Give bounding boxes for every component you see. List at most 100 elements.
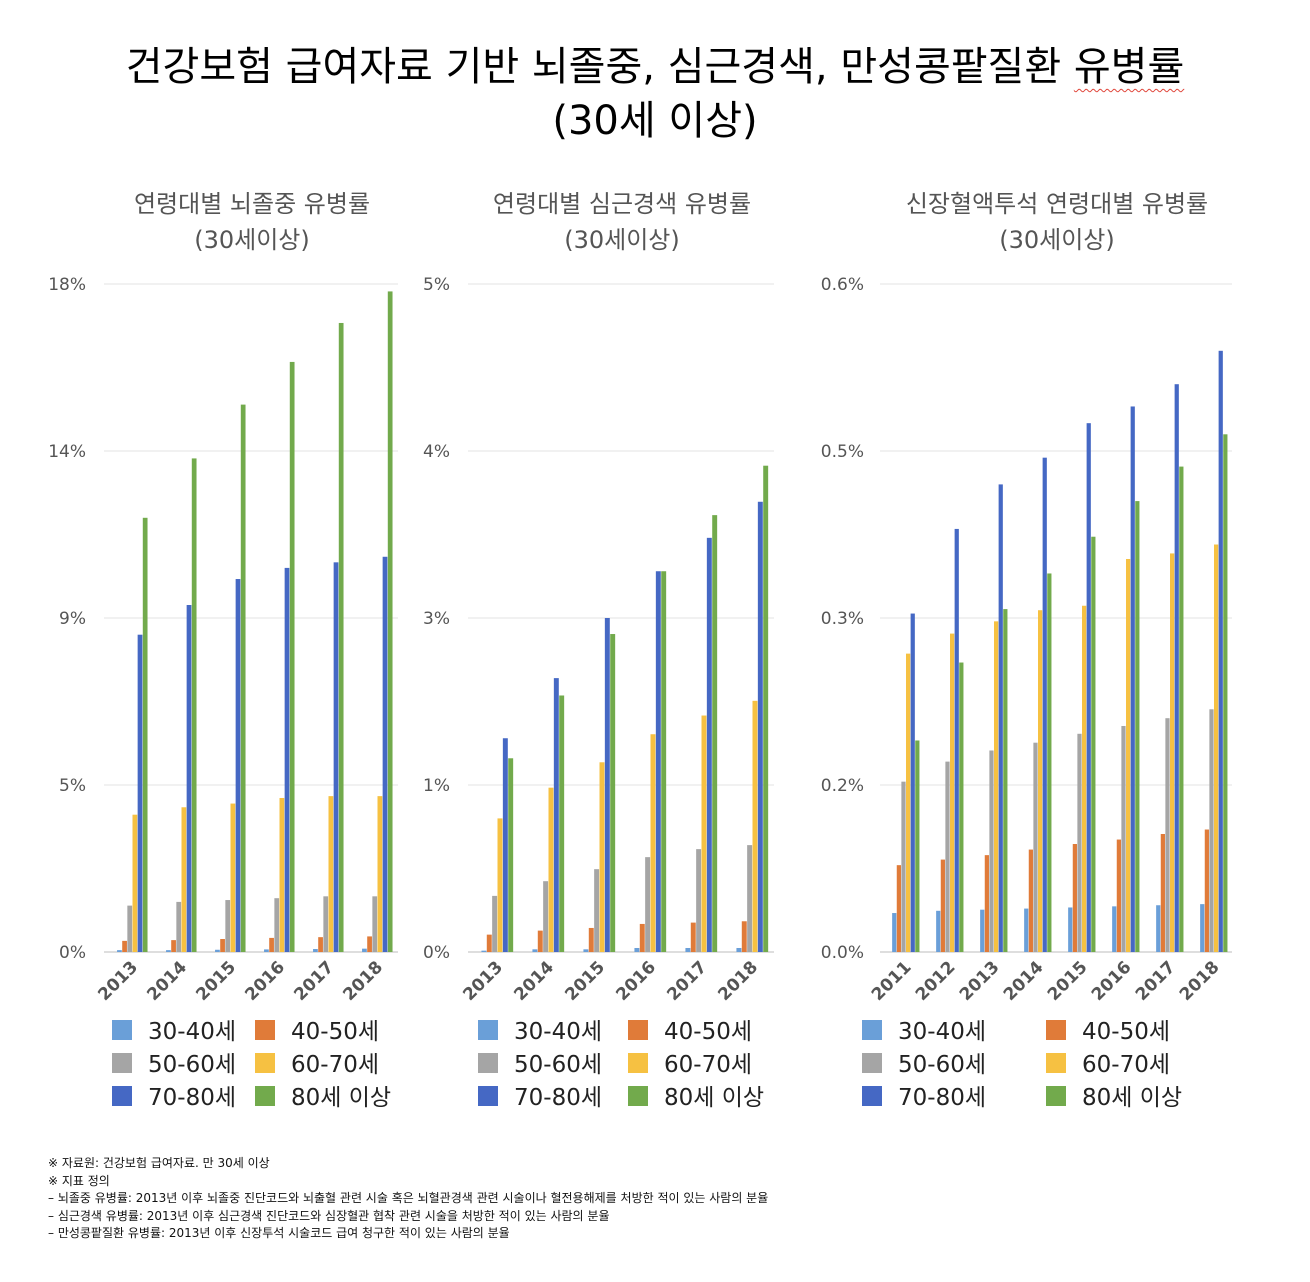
chart-2-title-line-1: 연령대별 심근경색 유병률 (493, 190, 751, 218)
chart-3-bar (896, 865, 901, 952)
chart-3-bar (950, 633, 955, 952)
chart-2-bar (706, 537, 712, 952)
chart-3-bar (1116, 839, 1121, 952)
chart-2-bar (508, 758, 514, 952)
chart-1-bar (279, 797, 285, 952)
chart-3-bar (910, 613, 915, 952)
chart-3-title-line-1: 신장혈액투석 연령대별 유병률 (906, 190, 1208, 218)
chart-1-x-tick-label: 2015 (192, 957, 240, 1005)
chart-2-legend-swatch (478, 1020, 498, 1040)
chart-2-bar (583, 949, 589, 952)
chart-2-y-tick-label: 3% (423, 609, 450, 629)
chart-3-bar (1218, 350, 1223, 952)
chart-1-bar (191, 458, 197, 952)
chart-1-bar (338, 322, 344, 953)
chart-1-title-line-2: (30세이상) (194, 226, 310, 254)
chart-1-legend-swatch (112, 1086, 132, 1106)
chart-2-bar (497, 818, 503, 952)
chart-3-bar (1086, 423, 1091, 952)
chart-3-legend-label: 80세 이상 (1082, 1085, 1182, 1111)
chart-2-legend-label: 60-70세 (664, 1052, 752, 1078)
chart-2-legend-label: 50-60세 (514, 1052, 602, 1078)
chart-3-bar (1068, 907, 1073, 952)
chart-2-x-tick-label: 2017 (663, 957, 711, 1005)
main-title-text: 건강보험 급여자료 기반 뇌졸중, 심근경색, 만성콩팥질환 (125, 44, 1074, 90)
chart-1-bar (137, 634, 143, 952)
chart-3-legend-swatch (862, 1053, 882, 1073)
chart-2-bar (701, 715, 707, 952)
chart-1-bar (264, 949, 269, 952)
chart-3-legend-swatch (1046, 1086, 1066, 1106)
chart-3-bar (1072, 844, 1077, 952)
chart-3-bar (936, 910, 941, 952)
chart-3-y-tick-label: 0.3% (821, 609, 864, 629)
chart-3-y-tick-label: 0.2% (821, 776, 864, 796)
chart-1-bar (328, 796, 334, 952)
chart-1-bar (313, 949, 318, 952)
chart-3-bar (1223, 434, 1228, 952)
chart-1-x-tick-label: 2014 (143, 957, 191, 1005)
chart-3-bar (1126, 558, 1131, 952)
chart-3-legend-swatch (862, 1020, 882, 1040)
note-line-mi: – 심근경색 유병률: 2013년 이후 심근경색 진단코드와 심장혈관 협착 … (48, 1208, 610, 1223)
chart-1-bar (387, 291, 393, 952)
chart-1-bar (142, 517, 148, 952)
chart-3-x-tick-label: 2014 (1000, 957, 1048, 1005)
chart-2-bar (655, 571, 661, 952)
chart-2-y-tick-label: 4% (423, 442, 450, 462)
chart-3-legend-label: 60-70세 (1082, 1052, 1170, 1078)
chart-1-legend-label: 80세 이상 (291, 1085, 391, 1111)
chart-1-legend-label: 40-50세 (291, 1019, 379, 1045)
chart-2-legend-swatch (628, 1020, 648, 1040)
chart-2-bar (650, 734, 656, 952)
chart-2-legend-label: 70-80세 (514, 1085, 602, 1111)
chart-1-y-tick-label: 14% (48, 442, 86, 462)
chart-2-bar (481, 950, 487, 952)
chart-2-bar (696, 849, 702, 952)
chart-2-legend-label: 30-40세 (514, 1019, 602, 1045)
chart-1-bar (127, 905, 133, 952)
chart-3-legend-label: 40-50세 (1082, 1019, 1170, 1045)
chart-1-legend-swatch (255, 1086, 275, 1106)
chart-1-bar (132, 814, 138, 952)
chart-1-legend-label: 50-60세 (148, 1052, 236, 1078)
chart-3-bar (1200, 904, 1205, 952)
chart-1-y-tick-label: 0% (59, 943, 86, 963)
chart-1-legend-swatch (255, 1020, 275, 1040)
chart-1-bar (186, 605, 192, 952)
chart-3-x-tick-label: 2018 (1176, 957, 1224, 1005)
note-line-source: ※ 자료원: 건강보험 급여자료. 만 30세 이상 (48, 1156, 270, 1170)
chart-2-bar (752, 700, 758, 952)
chart-3-bar (1160, 833, 1165, 952)
chart-3-bar (1077, 733, 1082, 952)
chart-2-bar (553, 678, 559, 952)
chart-1-legend-swatch (255, 1053, 275, 1073)
chart-2-bar (747, 845, 753, 952)
main-title-line-2: (30세 이상) (552, 98, 758, 144)
chart-1-y-tick-label: 5% (59, 776, 86, 796)
chart-3-bar (892, 913, 897, 952)
chart-2-legend-swatch (478, 1053, 498, 1073)
chart-2-bar (685, 947, 691, 952)
main-title-flagged-word: 유병률 (1073, 44, 1185, 90)
main-title: 건강보험 급여자료 기반 뇌졸중, 심근경색, 만성콩팥질환 유병률 (30세 … (0, 40, 1310, 148)
chart-3-bar (1038, 610, 1043, 952)
chart-2-x-tick-label: 2016 (612, 957, 660, 1005)
chart-2-y-tick-label: 5% (423, 275, 450, 295)
chart-3-legend-swatch (1046, 1053, 1066, 1073)
chart-2-x-tick-label: 2013 (459, 957, 507, 1005)
chart-3-bar (1024, 908, 1029, 952)
note-line-ckd: – 만성콩팥질환 유병률: 2013년 이후 신장투석 시술코드 급여 청구한 … (48, 1226, 510, 1240)
chart-2-x-tick-label: 2018 (714, 957, 762, 1005)
chart-2-bar (486, 934, 492, 952)
chart-3-bar (954, 528, 959, 952)
chart-1-x-tick-label: 2013 (94, 957, 142, 1005)
chart-3-legend-swatch (862, 1086, 882, 1106)
chart-2-bar (757, 501, 763, 952)
chart-1-legend-swatch (112, 1053, 132, 1073)
chart-1-legend-swatch (112, 1020, 132, 1040)
chart-3-bar (906, 653, 911, 952)
chart-3-bar (984, 855, 989, 952)
chart-3-bar (989, 750, 994, 952)
chart-1-bar (284, 567, 290, 952)
